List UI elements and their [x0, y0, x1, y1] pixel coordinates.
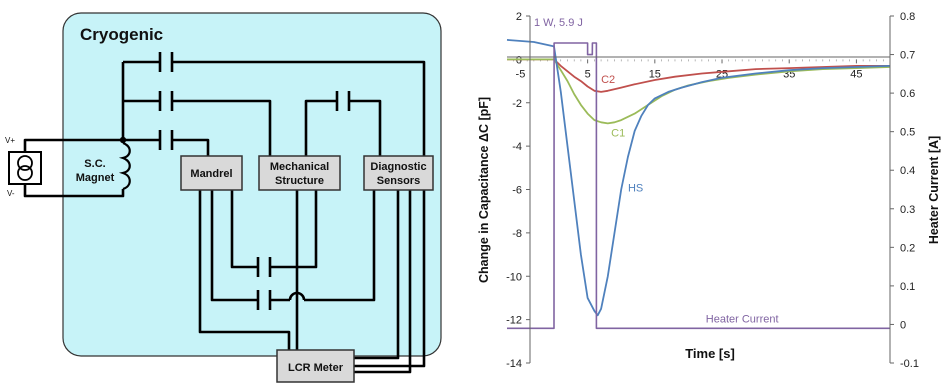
chart-labels: C2 C1 HS Heater Current: [601, 74, 778, 325]
y2-tick-label: 0.4: [900, 165, 915, 177]
y2-tick-label: 0.6: [900, 88, 915, 100]
x-tick-label: -5: [516, 68, 526, 80]
diagnostic-label-2: Sensors: [377, 175, 420, 187]
magnet-label-1: S.C.: [84, 158, 105, 170]
series-line-c1: [507, 58, 891, 125]
y2-tick-label: 0.1: [900, 281, 915, 293]
y2-tick-label: -0.1: [900, 358, 919, 370]
x-tick-label: 5: [585, 68, 591, 80]
series-label-c1: C1: [611, 127, 625, 139]
y-tick-label: -4: [512, 141, 522, 153]
mechanical-label-1: Mechanical: [270, 161, 329, 173]
y2-tick-label: 0: [900, 319, 906, 331]
y2-tick-label: 0.5: [900, 127, 915, 139]
current-source-circle-bottom: [17, 165, 33, 181]
source-plus-label: V+: [5, 136, 15, 145]
wires: [23, 60, 426, 374]
y-tick-label: -8: [512, 228, 522, 240]
series-label-c2: C2: [601, 74, 615, 86]
y2-tick-label: 0.8: [900, 11, 915, 23]
wire-cap4: [304, 99, 382, 156]
series-line-c2: [507, 58, 890, 93]
y2-tick-label: 0.2: [900, 242, 915, 254]
chart: 2 0 -2 -4 -6 -8 -10 -12 -14 0.8 0.7 0.6 0.5 0.4 0.3 0.2…: [477, 11, 941, 370]
y2-tick-label: 0.7: [900, 50, 915, 62]
wire-mandrel-lcr: [198, 190, 291, 350]
magnet-coil: [118, 141, 131, 191]
y2-tick-label: 0.3: [900, 204, 915, 216]
wire-diag-lcr-1: [354, 190, 400, 360]
wire-mandrel-cap6: [210, 190, 258, 302]
wire-cap1-right: [172, 60, 426, 368]
mechanical-structure-box: Mechanical Structure: [258, 155, 341, 191]
lcr-meter-box: LCR Meter: [276, 349, 355, 383]
wire-cap3-right: [172, 138, 210, 156]
capacitor-top: [158, 52, 174, 72]
diagnostic-sensors-box: Diagnostic Sensors: [363, 155, 434, 191]
y-tick-label: -6: [512, 185, 522, 197]
x-tick-label: 15: [649, 68, 661, 80]
wire-source-bottom: [23, 183, 125, 198]
y-tick-label: -2: [512, 98, 522, 110]
magnet-label-2: Magnet: [76, 172, 115, 184]
capacitors: [158, 52, 351, 310]
mandrel-label: Mandrel: [190, 168, 232, 180]
current-source: [8, 151, 42, 185]
capacitor-mandrel-mech: [256, 257, 272, 277]
series-line-hs: [506, 39, 891, 317]
capacitor-middle: [158, 91, 174, 111]
series-label-hs: HS: [628, 183, 643, 195]
y-tick-label: -12: [506, 315, 522, 327]
circuit-diagram: Cryogenic: [5, 12, 442, 383]
capacitor-lower: [158, 130, 174, 150]
y2-axis-label: Heater Current [A]: [927, 136, 941, 244]
wire-source-top: [23, 138, 123, 153]
wire-cap6-diag: [304, 190, 376, 302]
x-tick-label: 45: [850, 68, 862, 80]
source-minus-label: V-: [7, 189, 15, 198]
y-tick-label: 0: [516, 54, 522, 66]
annotation-power: 1 W, 5.9 J: [534, 17, 583, 29]
y-tick-label: -10: [506, 271, 522, 283]
mechanical-label-2: Structure: [275, 175, 324, 187]
capacitor-mandrel-diag: [256, 290, 272, 310]
diagnostic-label-1: Diagnostic: [370, 161, 426, 173]
y-tick-label: -14: [506, 358, 522, 370]
series-label-heater-current: Heater Current: [706, 314, 779, 326]
cryogenic-label: Cryogenic: [80, 25, 163, 44]
mandrel-box: Mandrel: [180, 155, 243, 191]
wire-mandrel-cap5: [230, 190, 258, 269]
wire-cap2-right: [172, 99, 272, 156]
chart-series: [506, 39, 891, 330]
x-axis-label: Time [s]: [685, 346, 735, 361]
series-line-heater-current: [507, 42, 890, 330]
wire-diag-lcr-2: [354, 190, 412, 374]
current-source-circle-top: [17, 155, 33, 171]
lcr-label: LCR Meter: [288, 362, 344, 374]
y-axis-label: Change in Capacitance ΔC [pF]: [477, 97, 491, 283]
y-tick-label: 2: [516, 11, 522, 23]
junction-dot: [119, 136, 127, 144]
capacitor-mech-diag: [335, 91, 351, 111]
cryogenic-region: [62, 12, 442, 357]
wire-cap5-mech: [270, 190, 318, 269]
